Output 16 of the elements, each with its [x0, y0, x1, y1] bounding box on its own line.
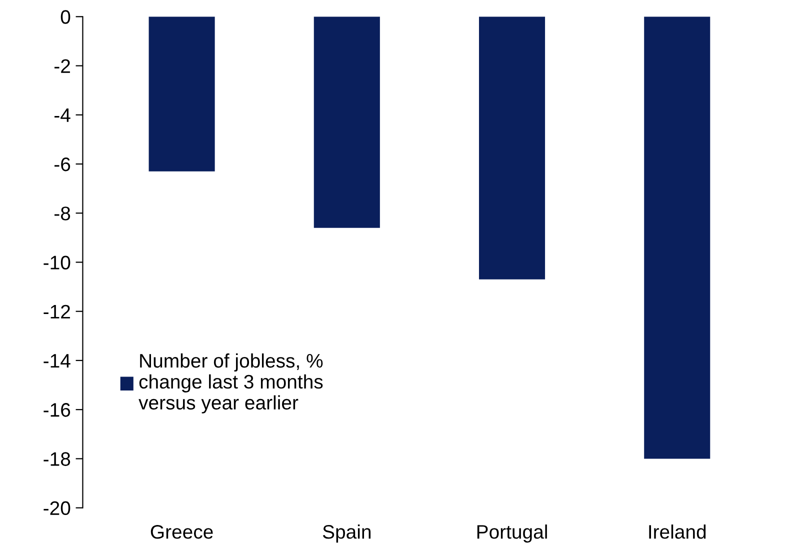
y-tick-label: -20	[44, 501, 70, 516]
y-tick-label: -6	[54, 157, 70, 172]
y-tick-label: -10	[44, 256, 70, 270]
y-tick-label: 0	[60, 10, 70, 24]
x-tick-label: Ireland	[649, 524, 706, 539]
y-tick-label: -18	[44, 452, 70, 466]
x-tick-label: Greece	[150, 525, 213, 539]
y-tick-label: -8	[54, 206, 70, 220]
y-tick-label: -4	[54, 108, 70, 122]
y-tick-label: -16	[44, 403, 70, 417]
legend-label: Number of jobless, % change last 3 months versus year earlier	[138, 353, 323, 414]
x-tick-label: Portugal	[477, 524, 547, 543]
x-tick-label: Spain	[322, 524, 371, 543]
y-tick-label: -2	[54, 59, 70, 73]
y-tick-label: -14	[44, 354, 70, 368]
y-tick-label: -12	[44, 304, 70, 318]
